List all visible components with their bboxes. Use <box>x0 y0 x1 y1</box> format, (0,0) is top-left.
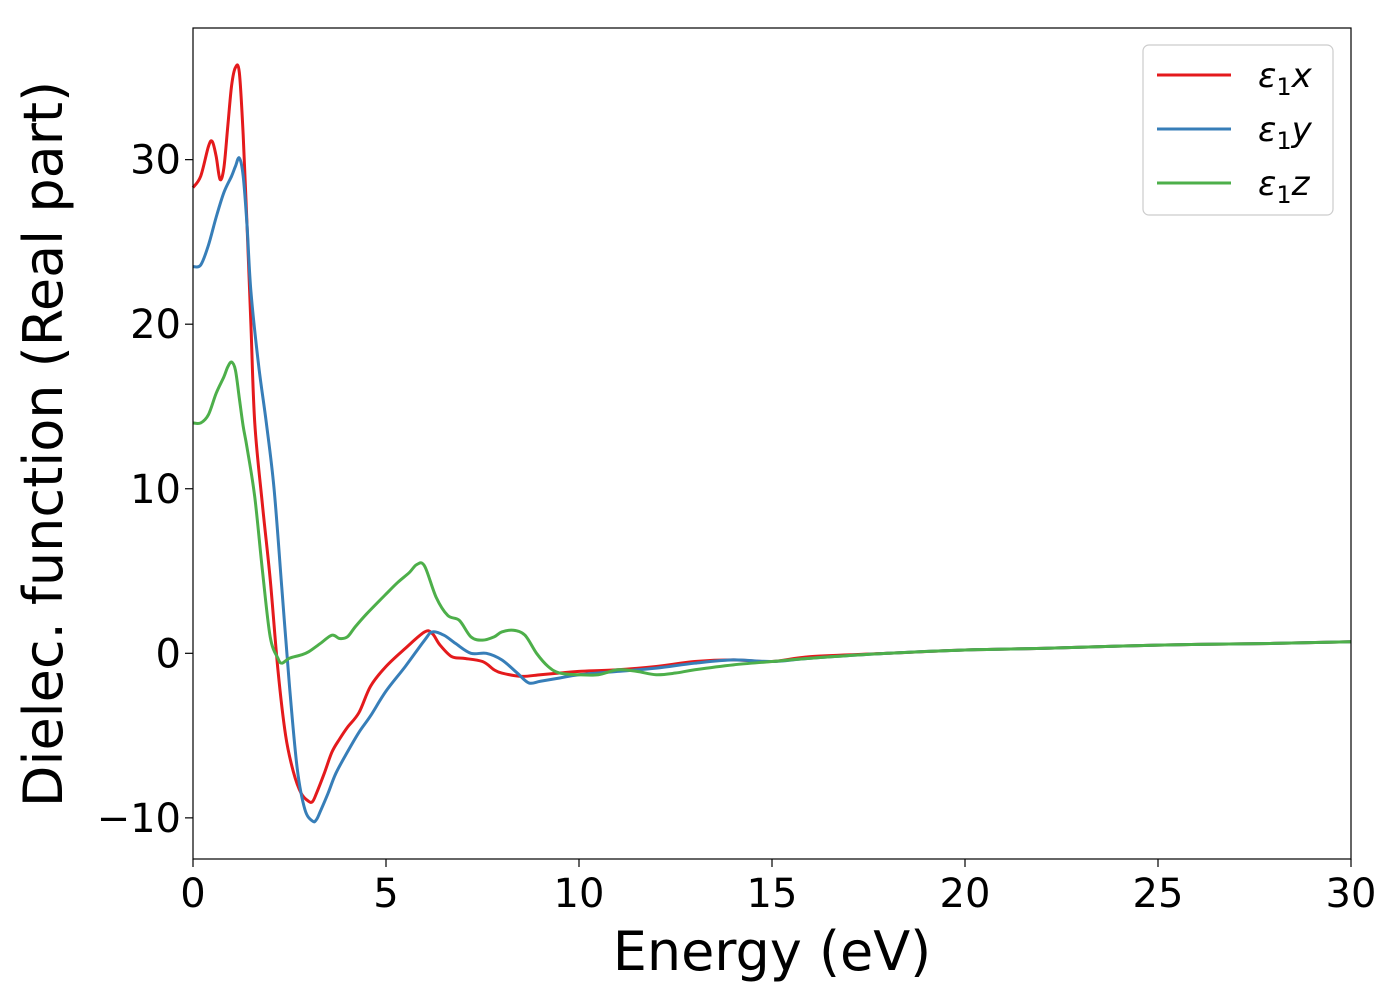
y-tick-label: 30 <box>130 138 181 184</box>
y-tick-label: −10 <box>97 796 181 842</box>
y-tick-label: 0 <box>156 631 181 677</box>
x-axis-ticks: 0 5 10 15 20 25 30 <box>180 859 1376 917</box>
x-tick-label: 30 <box>1326 871 1377 917</box>
legend-label-z: ε1z <box>1258 164 1311 209</box>
legend-box <box>1142 44 1334 216</box>
x-tick-label: 0 <box>180 871 205 917</box>
series-line-y <box>192 156 1352 824</box>
legend-label-x: ε1x <box>1258 56 1313 101</box>
series-line-z <box>192 360 1352 677</box>
legend: ε1x ε1y ε1z <box>1142 44 1334 216</box>
legend-label-y: ε1y <box>1258 110 1313 155</box>
y-tick-label: 10 <box>130 467 181 513</box>
x-tick-label: 5 <box>373 871 398 917</box>
x-tick-label: 25 <box>1133 871 1184 917</box>
x-tick-label: 15 <box>747 871 798 917</box>
x-axis-label: Energy (eV) <box>613 920 932 983</box>
x-tick-label: 10 <box>554 871 605 917</box>
y-axis-ticks: −10 0 10 20 30 <box>97 138 193 842</box>
x-tick-label: 20 <box>940 871 991 917</box>
y-tick-label: 20 <box>130 302 181 348</box>
y-axis-label: Dielec. function (Real part) <box>12 81 75 807</box>
series-layer <box>191 63 1352 824</box>
